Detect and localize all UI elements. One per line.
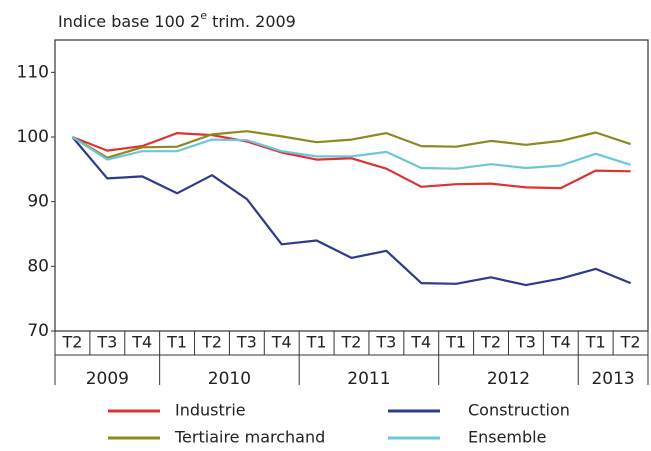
y-tick-label: 70 [27, 321, 49, 341]
x-tick-label: T1 [166, 333, 187, 352]
x-tick-label: T4 [271, 333, 292, 352]
x-tick-label: T2 [341, 333, 362, 352]
x-tick-label: T3 [96, 333, 117, 352]
y-tick-label: 90 [27, 192, 49, 212]
x-tick-label: T2 [201, 333, 222, 352]
legend-label: Construction [468, 401, 570, 420]
plot-frame [54, 39, 649, 332]
y-tick-label: 110 [17, 62, 49, 82]
legend-label: Tertiaire marchand [174, 428, 325, 447]
x-tick-label: T2 [480, 333, 501, 352]
legend-label: Industrie [175, 401, 246, 420]
x-tick-label: T3 [236, 333, 257, 352]
year-label: 2013 [591, 369, 634, 389]
x-tick-label: T1 [445, 333, 466, 352]
title-sup: e [200, 9, 207, 22]
legend-label: Ensemble [468, 428, 546, 447]
year-label: 2009 [86, 369, 129, 389]
title-part: Indice base 100 2 [58, 12, 200, 31]
x-tick-label: T2 [61, 333, 82, 352]
x-tick-label: T2 [620, 333, 641, 352]
title-part: trim. 2009 [207, 12, 296, 31]
series-line [72, 132, 631, 190]
y-tick-label: 100 [17, 127, 49, 147]
year-label: 2010 [208, 369, 251, 389]
series-line [71, 130, 631, 159]
series-line [71, 136, 632, 287]
series-line [71, 136, 631, 170]
x-tick-label: T1 [306, 333, 327, 352]
x-tick-label: T3 [375, 333, 396, 352]
y-tick-label: 80 [27, 256, 49, 276]
year-label: 2012 [487, 369, 530, 389]
year-label: 2011 [347, 369, 390, 389]
x-tick-label: T1 [585, 333, 606, 352]
x-tick-label: T3 [515, 333, 536, 352]
x-tick-label: T4 [550, 333, 571, 352]
x-tick-label: T4 [131, 333, 152, 352]
chart-title: Indice base 100 2e trim. 2009 [58, 9, 296, 31]
x-tick-label: T4 [410, 333, 431, 352]
